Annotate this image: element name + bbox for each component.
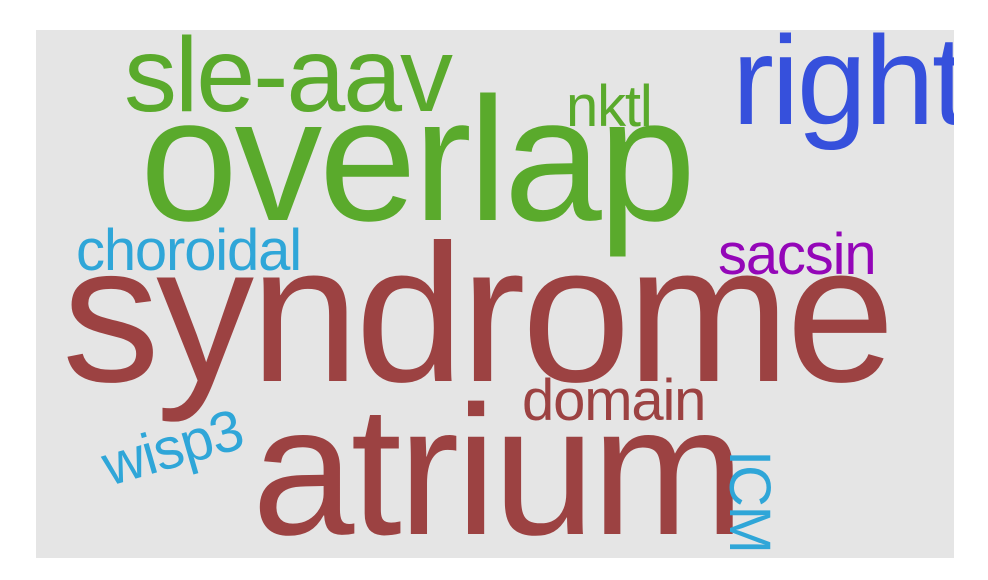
word-syndrome: syndrome bbox=[62, 204, 895, 423]
word-sacsin: sacsin bbox=[718, 222, 877, 287]
word-choroidal: choroidal bbox=[76, 218, 302, 283]
word-atrium: atrium bbox=[252, 367, 745, 558]
word-nktl: nktl bbox=[566, 74, 653, 139]
word-cloud: sle-aav right nktl overlap choroidal sac… bbox=[36, 30, 954, 558]
word-overlap: overlap bbox=[140, 62, 696, 258]
word-sle-aav: sle-aav bbox=[124, 30, 453, 134]
word-right: right bbox=[732, 30, 954, 151]
word-domain: domain bbox=[522, 368, 706, 433]
word-icm: ICM bbox=[717, 450, 782, 553]
